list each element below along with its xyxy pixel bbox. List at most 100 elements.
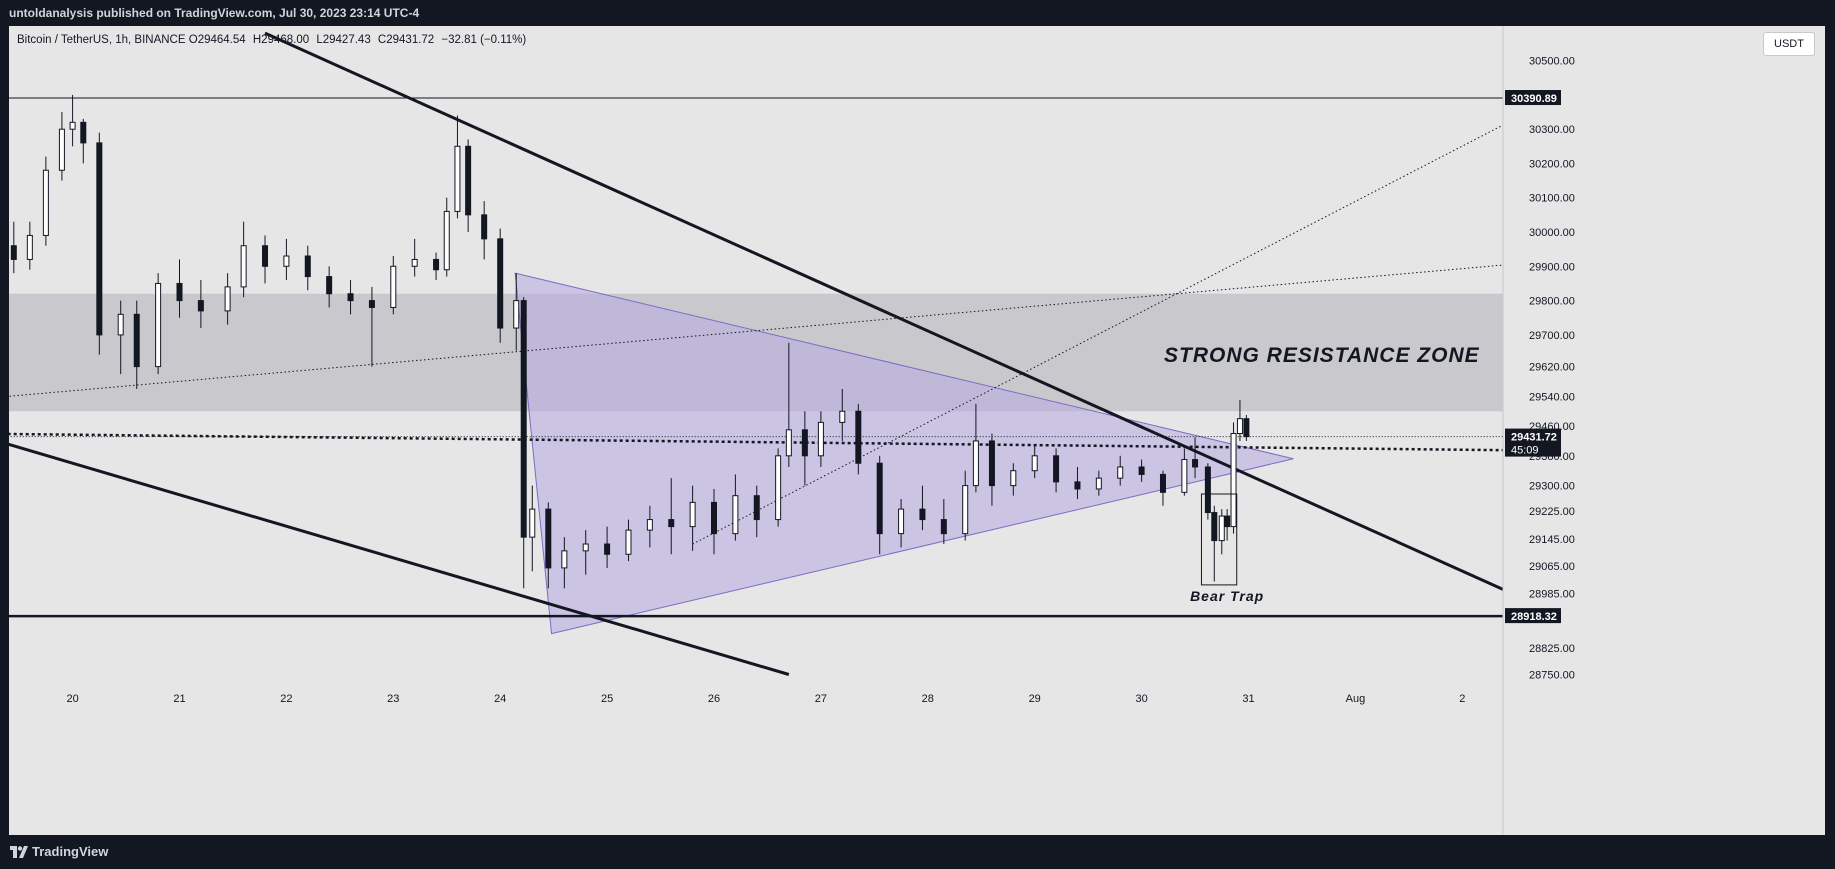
candle-body bbox=[775, 455, 782, 521]
candle-body bbox=[625, 529, 632, 555]
time-tick-label: 30 bbox=[1135, 693, 1147, 705]
candle-body bbox=[240, 245, 247, 288]
candle-body bbox=[668, 519, 675, 528]
candle-body bbox=[497, 238, 504, 329]
time-tick-label: 27 bbox=[815, 693, 827, 705]
candle-body bbox=[197, 300, 204, 312]
price-tick-label: 29800.00 bbox=[1529, 296, 1575, 308]
candle-body bbox=[96, 142, 103, 336]
candle-body bbox=[411, 258, 418, 267]
price-badge-label: 30390.89 bbox=[1511, 93, 1557, 105]
candle-body bbox=[481, 214, 488, 240]
symmetrical-triangle bbox=[514, 272, 1294, 635]
candle-body bbox=[646, 519, 653, 531]
candle-body bbox=[262, 245, 269, 267]
time-tick-label: 28 bbox=[922, 693, 934, 705]
price-tick-label: 28985.00 bbox=[1529, 588, 1575, 600]
annotation-layer: Bear Trap bbox=[1190, 493, 1264, 604]
chart-area[interactable]: STRONG RESISTANCE ZONE Bear Trap 30500.0… bbox=[9, 26, 1825, 835]
trend-line-dotted-rising-2 bbox=[692, 121, 1509, 545]
legend-high: 29468.00 bbox=[261, 34, 310, 46]
publisher-line: untoldanalysis published on TradingView.… bbox=[9, 6, 420, 20]
candle-body bbox=[1053, 455, 1060, 483]
candle-body bbox=[785, 429, 792, 457]
candle-body bbox=[117, 313, 124, 336]
triangle-pattern-layer bbox=[514, 272, 1294, 635]
price-badge bbox=[1505, 90, 1561, 106]
candle-body bbox=[876, 462, 883, 535]
trend-line-lower-descending bbox=[9, 442, 790, 676]
price-badge bbox=[1505, 428, 1561, 457]
price-badge-label: 29431.72 bbox=[1511, 432, 1557, 444]
candle-body bbox=[155, 282, 162, 368]
time-tick-label: 21 bbox=[173, 693, 185, 705]
price-tick-label: 30300.00 bbox=[1529, 124, 1575, 136]
time-tick-label: 29 bbox=[1029, 693, 1041, 705]
price-axis-layer: 30500.00 30300.00 30200.00 30100.00 30000.00… bbox=[1502, 26, 1825, 835]
tradingview-logo[interactable]: TradingView bbox=[10, 844, 108, 859]
candle-body bbox=[732, 495, 739, 535]
legend-low-label: L bbox=[316, 34, 323, 46]
tradingview-logo-icon bbox=[10, 845, 28, 858]
price-tick-label: 30200.00 bbox=[1529, 158, 1575, 170]
candle-body bbox=[80, 121, 87, 144]
price-badge bbox=[1505, 608, 1561, 624]
candle-body bbox=[520, 300, 527, 538]
time-tick-label: 25 bbox=[601, 693, 613, 705]
candle-body bbox=[304, 255, 311, 278]
legend-open-label: O bbox=[188, 34, 198, 46]
currency-button[interactable]: USDT bbox=[1763, 32, 1815, 56]
symbol-legend: Bitcoin / TetherUS, 1h, BINANCE O29464.5… bbox=[17, 34, 530, 46]
candle-body bbox=[753, 495, 760, 521]
price-tick-label: 29540.00 bbox=[1529, 391, 1575, 403]
candle-body bbox=[58, 128, 65, 171]
candle-body bbox=[326, 276, 333, 295]
legend-low: 29427.43 bbox=[322, 34, 371, 46]
legend-open: 29464.54 bbox=[197, 34, 246, 46]
candle-body bbox=[1181, 459, 1188, 493]
candlestick-chart[interactable]: STRONG RESISTANCE ZONE Bear Trap 30500.0… bbox=[9, 26, 1825, 835]
price-tick-label: 30000.00 bbox=[1529, 227, 1575, 239]
candle-body bbox=[582, 543, 589, 552]
price-tick-label: 29300.00 bbox=[1529, 481, 1575, 493]
candle-body bbox=[919, 508, 926, 521]
candle-body bbox=[1117, 466, 1124, 479]
candle-body bbox=[801, 429, 808, 457]
bear-trap-label: Bear Trap bbox=[1190, 588, 1264, 604]
legend-high-label: H bbox=[252, 34, 262, 46]
candle-body bbox=[1218, 515, 1225, 542]
price-tick-label: 29145.00 bbox=[1529, 534, 1575, 546]
legend-close: 29431.72 bbox=[386, 34, 435, 46]
candle-body bbox=[561, 550, 568, 569]
candle-body bbox=[711, 501, 717, 535]
candle-body bbox=[454, 145, 461, 212]
time-tick-label: Aug bbox=[1346, 693, 1366, 705]
price-tick-label: 29900.00 bbox=[1529, 261, 1575, 273]
candle-body bbox=[26, 234, 33, 260]
candle-body bbox=[1192, 459, 1199, 468]
trend-line-upper-descending bbox=[264, 31, 1509, 594]
trend-lines-layer bbox=[9, 31, 1509, 676]
time-tick-label: 24 bbox=[494, 693, 506, 705]
price-tick-label: 28750.00 bbox=[1529, 670, 1575, 682]
candle-body bbox=[42, 169, 49, 236]
price-tick-label: 28825.00 bbox=[1529, 643, 1575, 655]
candle-body bbox=[972, 440, 979, 487]
candle-body bbox=[1010, 470, 1017, 487]
candle-body bbox=[855, 410, 862, 464]
candle-body bbox=[988, 440, 995, 487]
candle-body bbox=[839, 410, 846, 423]
candles-layer bbox=[10, 94, 1250, 589]
candle-body bbox=[224, 286, 231, 312]
candle-body bbox=[1236, 418, 1243, 435]
price-badge-countdown: 45:09 bbox=[1511, 445, 1539, 457]
bear-trap-box bbox=[1200, 493, 1238, 586]
time-tick-label: 23 bbox=[387, 693, 399, 705]
price-tick-label: 29620.00 bbox=[1529, 362, 1575, 374]
candle-body bbox=[545, 508, 552, 569]
price-badge-label: 28918.32 bbox=[1511, 611, 1557, 623]
candle-body bbox=[962, 485, 969, 535]
candle-body bbox=[347, 293, 354, 302]
candle-body bbox=[433, 258, 440, 271]
candle-body bbox=[940, 519, 947, 535]
